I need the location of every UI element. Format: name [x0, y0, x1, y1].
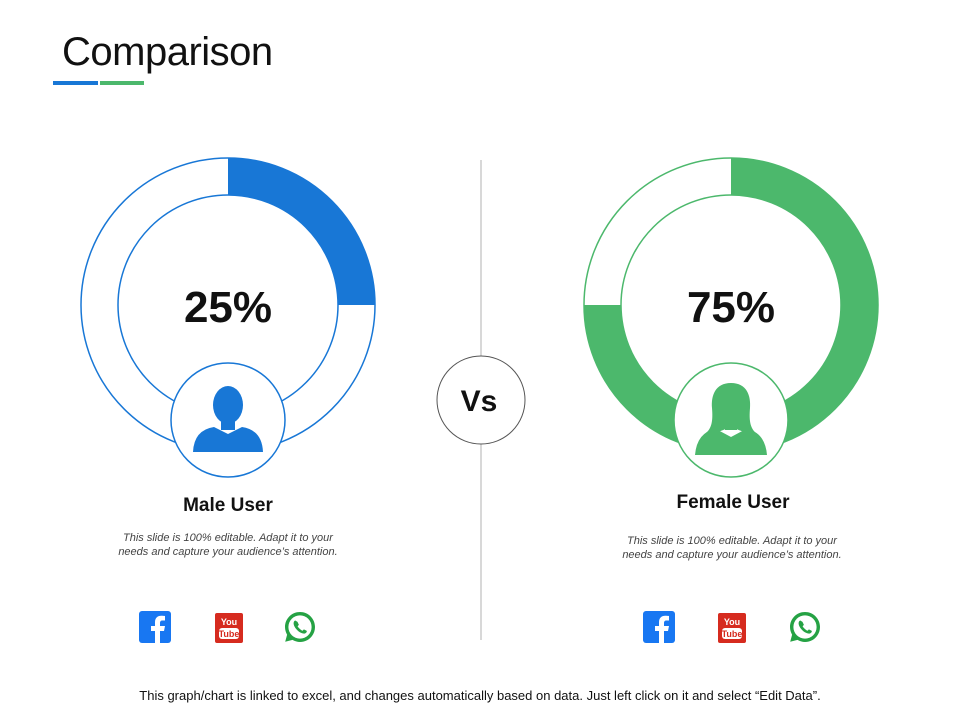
male-description: This slide is 100% editable. Adapt it to…	[118, 531, 338, 559]
female-user-label: Female User	[603, 492, 863, 514]
male-user-label: Male User	[98, 495, 358, 517]
svg-text:Tube: Tube	[722, 629, 743, 639]
whatsapp-icon[interactable]	[283, 610, 317, 644]
male-avatar	[171, 363, 285, 477]
svg-text:Tube: Tube	[219, 629, 240, 639]
footer-note: This graph/chart is linked to excel, and…	[0, 688, 960, 703]
svg-text:You: You	[221, 617, 237, 627]
female-description: This slide is 100% editable. Adapt it to…	[622, 534, 842, 562]
male-percent-label: 25%	[184, 283, 272, 332]
youtube-icon[interactable]: You Tube	[212, 611, 246, 645]
svg-text:You: You	[724, 617, 740, 627]
facebook-icon[interactable]	[138, 610, 172, 644]
female-percent-label: 75%	[687, 283, 775, 332]
female-avatar	[674, 363, 788, 477]
whatsapp-icon[interactable]	[788, 610, 822, 644]
facebook-icon[interactable]	[642, 610, 676, 644]
vs-label: Vs	[461, 385, 498, 418]
youtube-icon[interactable]: You Tube	[715, 611, 749, 645]
